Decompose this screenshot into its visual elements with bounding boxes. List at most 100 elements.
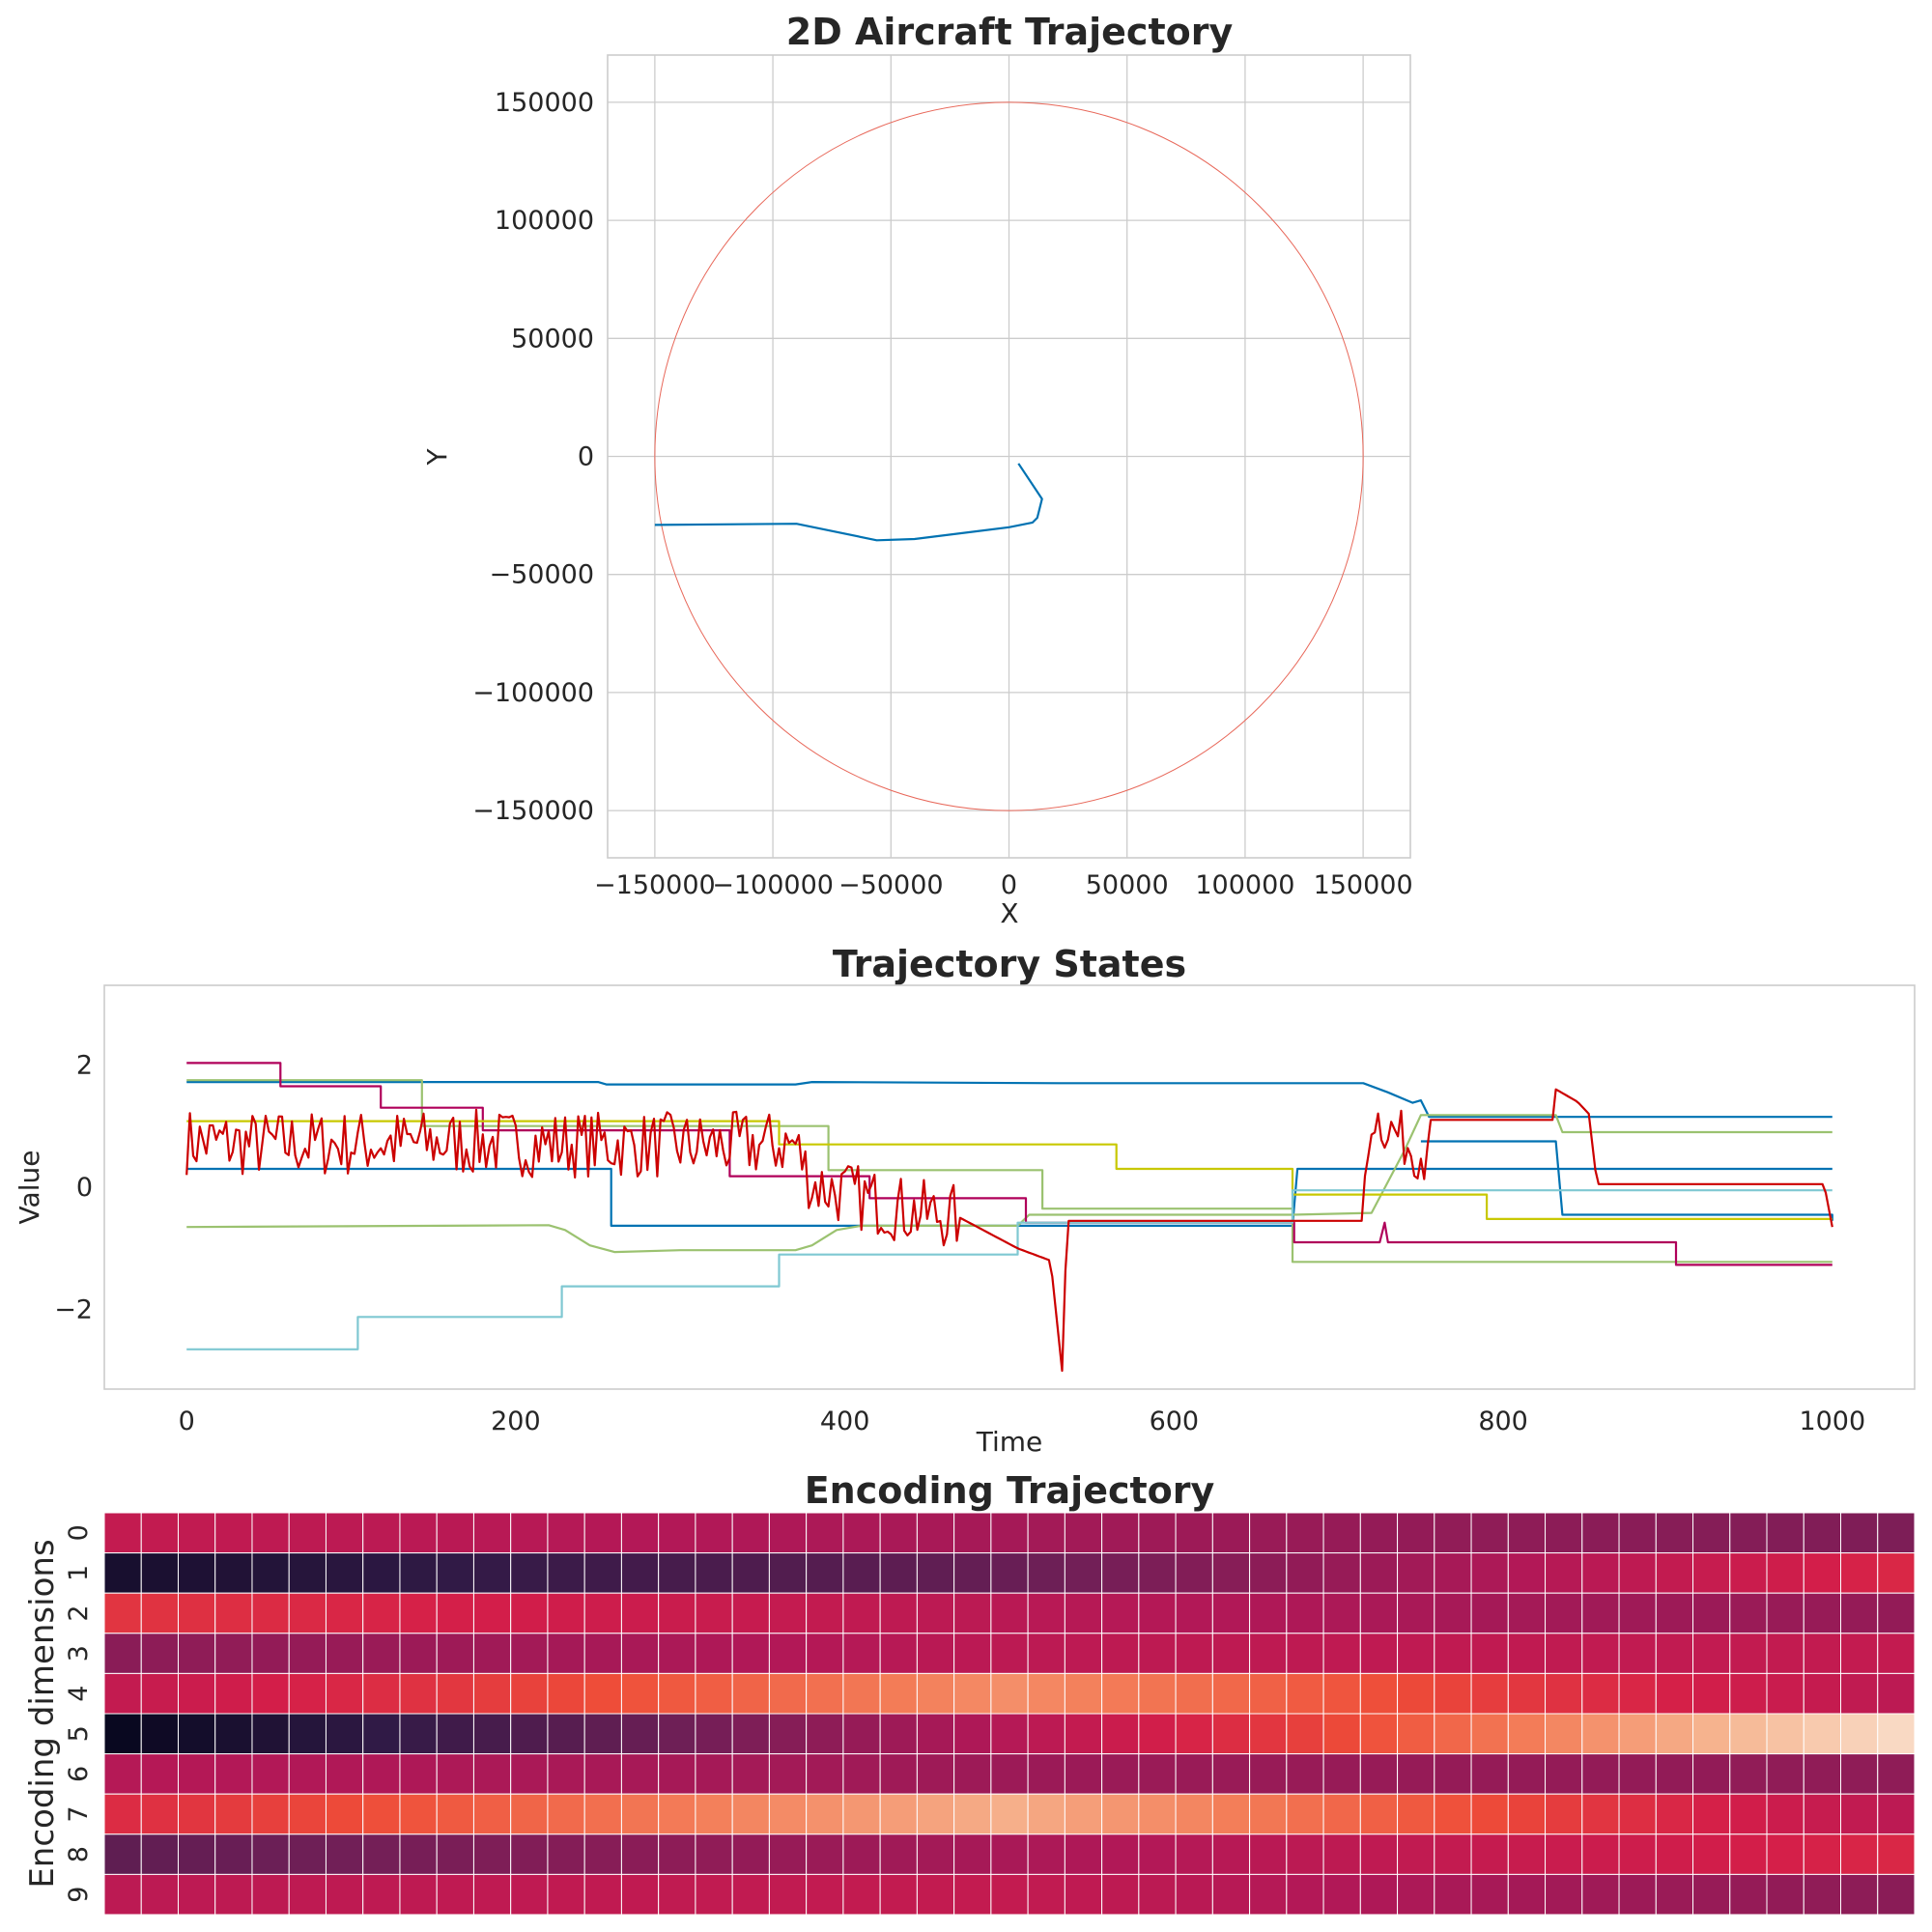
- x-tick-label: −100000: [712, 870, 834, 900]
- heatmap-cell: [806, 1512, 844, 1554]
- heatmap-cell: [916, 1592, 955, 1634]
- heatmap-cell: [1175, 1592, 1213, 1634]
- heatmap-cell: [1470, 1753, 1509, 1795]
- heatmap-cell: [731, 1793, 770, 1835]
- heatmap-cell: [325, 1552, 364, 1594]
- heatmap-cell: [768, 1672, 808, 1715]
- heatmap-cell: [842, 1592, 881, 1634]
- heatmap-cell: [251, 1753, 290, 1795]
- row-tick-label: 2: [64, 1605, 94, 1621]
- heatmap-cell: [1175, 1552, 1213, 1594]
- x-tick-label: 100000: [1195, 870, 1294, 900]
- encoding-heatmap-cells: [103, 1512, 1916, 1916]
- heatmap-cell: [583, 1753, 622, 1795]
- heatmap-cell: [177, 1512, 216, 1554]
- heatmap-cell: [879, 1753, 918, 1795]
- heatmap-cell: [547, 1833, 585, 1875]
- heatmap-cell: [1840, 1552, 1879, 1594]
- heatmap-cell: [1470, 1793, 1509, 1835]
- heatmap-cell: [731, 1713, 770, 1755]
- heatmap-cell: [879, 1793, 918, 1835]
- heatmap-cell: [362, 1552, 401, 1594]
- heatmap-cell: [1618, 1833, 1657, 1875]
- heatmap-cell: [1434, 1793, 1472, 1835]
- heatmap-cell: [1101, 1793, 1140, 1835]
- heatmap-cell: [472, 1633, 512, 1674]
- heatmap-cell: [1655, 1873, 1694, 1916]
- heatmap-cell: [214, 1633, 253, 1674]
- row-tick-label: 0: [64, 1524, 94, 1541]
- heatmap-cell: [472, 1512, 512, 1554]
- heatmap-cell: [1766, 1633, 1804, 1674]
- heatmap-cell: [1397, 1753, 1435, 1795]
- heatmap-cell: [658, 1833, 696, 1875]
- heatmap-cell: [1027, 1592, 1065, 1634]
- heatmap-cell: [1286, 1672, 1324, 1715]
- heatmap-cell: [288, 1672, 327, 1715]
- heatmap-cell: [1322, 1793, 1361, 1835]
- heatmap-cell: [1397, 1793, 1435, 1835]
- encoding-y-axis-label: Encoding dimensions: [23, 1539, 62, 1888]
- heatmap-cell: [768, 1833, 808, 1875]
- heatmap-cell: [140, 1512, 179, 1554]
- trajectory-chart-ticks: −150000−100000 −50000 0 50000 100000 150000−1…: [472, 88, 1412, 900]
- heatmap-cell: [1507, 1753, 1547, 1795]
- heatmap-cell: [1470, 1592, 1509, 1634]
- heatmap-cell: [399, 1512, 438, 1554]
- heatmap-cell: [1064, 1793, 1103, 1835]
- heatmap-cell: [806, 1753, 844, 1795]
- heatmap-cell: [1877, 1713, 1916, 1755]
- heatmap-cell: [214, 1592, 253, 1634]
- heatmap-cell: [103, 1873, 142, 1916]
- heatmap-cell: [251, 1873, 290, 1916]
- heatmap-cell: [953, 1552, 992, 1594]
- heatmap-cell: [1803, 1713, 1842, 1755]
- heatmap-cell: [1655, 1713, 1694, 1755]
- heatmap-cell: [953, 1672, 992, 1715]
- heatmap-cell: [1359, 1713, 1399, 1755]
- y-tick-label: −2: [54, 1295, 93, 1325]
- heatmap-cell: [1138, 1552, 1177, 1594]
- heatmap-cell: [990, 1713, 1029, 1755]
- heatmap-cell: [325, 1873, 364, 1916]
- heatmap-cell: [1803, 1833, 1842, 1875]
- heatmap-cell: [1064, 1873, 1103, 1916]
- heatmap-cell: [1027, 1713, 1065, 1755]
- trajectory-chart-marks: [654, 101, 1364, 811]
- heatmap-cell: [1729, 1753, 1768, 1795]
- heatmap-cell: [1286, 1512, 1324, 1554]
- heatmap-cell: [620, 1793, 660, 1835]
- heatmap-cell: [362, 1512, 401, 1554]
- heatmap-cell: [1692, 1592, 1731, 1634]
- heatmap-cell: [1507, 1713, 1547, 1755]
- states-chart-title: Trajectory States: [833, 943, 1186, 985]
- heatmap-cell: [658, 1793, 696, 1835]
- heatmap-cell: [1211, 1672, 1251, 1715]
- heatmap-cell: [1286, 1753, 1324, 1795]
- row-tick-label: 6: [64, 1766, 94, 1782]
- heatmap-cell: [1581, 1633, 1620, 1674]
- heatmap-cell: [362, 1793, 401, 1835]
- row-tick-label: 7: [64, 1805, 94, 1822]
- heatmap-cell: [695, 1833, 733, 1875]
- x-tick-label: 200: [491, 1406, 541, 1436]
- heatmap-cell: [842, 1512, 881, 1554]
- heatmap-cell: [1211, 1753, 1251, 1795]
- heatmap-cell: [916, 1753, 955, 1795]
- heatmap-cell: [953, 1633, 992, 1674]
- heatmap-cell: [1545, 1512, 1583, 1554]
- heatmap-cell: [879, 1552, 918, 1594]
- x-tick-label: 800: [1478, 1406, 1528, 1436]
- heatmap-cell: [288, 1753, 327, 1795]
- heatmap-cell: [140, 1672, 179, 1715]
- heatmap-cell: [583, 1713, 622, 1755]
- heatmap-cell: [1470, 1633, 1509, 1674]
- heatmap-cell: [990, 1753, 1029, 1795]
- heatmap-cell: [288, 1552, 327, 1594]
- heatmap-cell: [1545, 1552, 1583, 1594]
- heatmap-cell: [1729, 1833, 1768, 1875]
- heatmap-cell: [1138, 1512, 1177, 1554]
- heatmap-cell: [1175, 1713, 1213, 1755]
- heatmap-cell: [251, 1592, 290, 1634]
- heatmap-cell: [806, 1633, 844, 1674]
